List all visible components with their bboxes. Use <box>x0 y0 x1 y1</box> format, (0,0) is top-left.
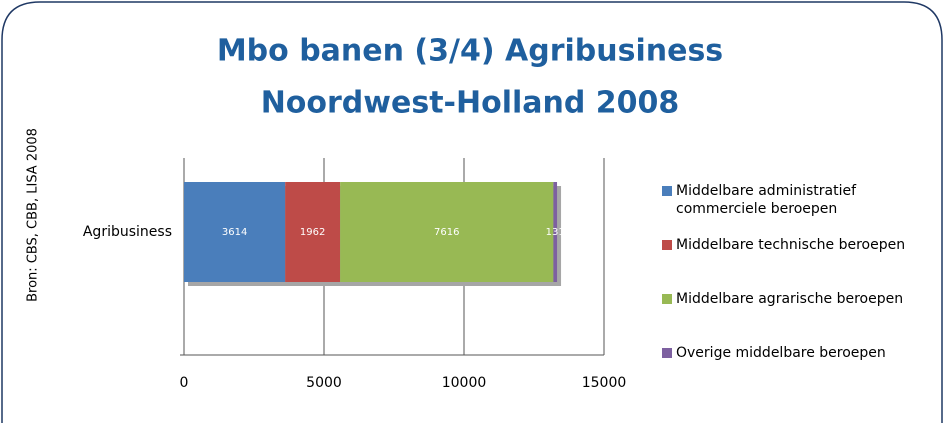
data-label: 1962 <box>300 227 325 238</box>
legend-label: Middelbare agrarische beroepen <box>676 291 904 307</box>
legend-label: Overige middelbare beroepen <box>676 345 886 361</box>
legend-item: Middelbare technische beroepen <box>662 236 932 254</box>
bar-segment <box>285 182 341 282</box>
data-label: 131 <box>546 227 565 238</box>
x-tick-label: 5000 <box>306 375 342 391</box>
legend-item: Overige middelbare beroepen <box>662 344 932 362</box>
legend-swatch <box>662 348 672 358</box>
data-label: 7616 <box>434 227 459 238</box>
bar-segment <box>184 182 286 282</box>
bar-segment <box>553 182 558 282</box>
legend-swatch <box>662 186 672 196</box>
source: Bron: CBS, CBB, LISA 2008 <box>26 128 41 302</box>
data-label: 3614 <box>222 227 247 238</box>
legend-swatch <box>662 240 672 250</box>
legend-label: Middelbare administratief commerciele be… <box>676 183 857 217</box>
x-tick-label: 0 <box>180 375 189 391</box>
legend-label: Middelbare technische beroepen <box>676 237 906 253</box>
legend-item: Middelbare administratief commerciele be… <box>662 182 932 218</box>
legend-item: Middelbare agrarische beroepen <box>662 290 932 308</box>
x-tick-label: 15000 <box>582 375 627 391</box>
x-tick-label: 10000 <box>442 375 487 391</box>
chart-subtitle: Noordwest-Holland 2008 <box>261 86 680 121</box>
chart-title: Mbo banen (3/4) Agribusiness <box>217 34 723 69</box>
y-tick-label: Agribusiness <box>83 224 172 240</box>
legend-swatch <box>662 294 672 304</box>
bar-segment <box>340 182 554 282</box>
